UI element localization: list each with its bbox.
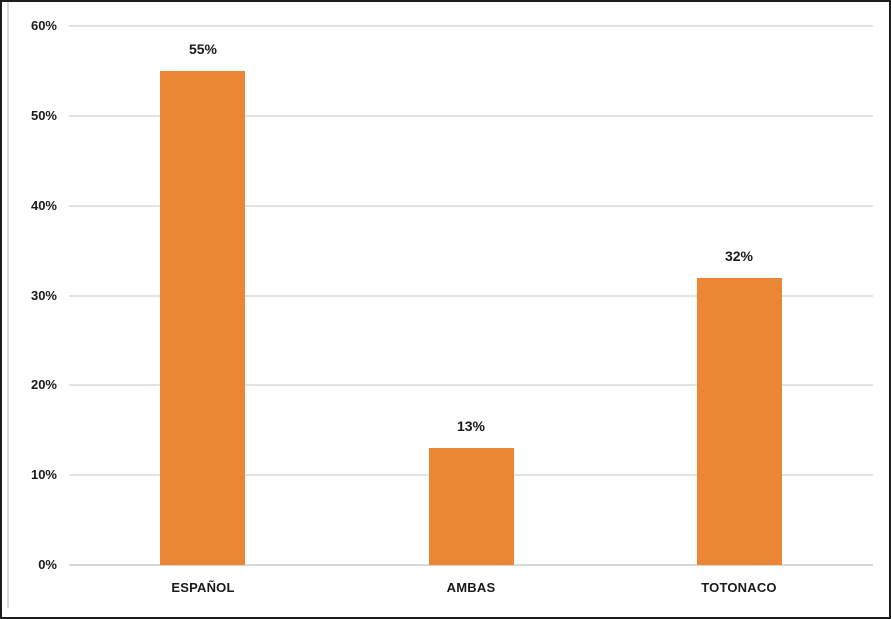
y-axis-tick-labels: 0% 10% 20% 30% 40% 50% 60% bbox=[2, 19, 57, 571]
y-tick-label: 30% bbox=[30, 287, 57, 303]
y-tick-label: 10% bbox=[30, 467, 57, 483]
plot-area: 55% 13% 32% bbox=[69, 25, 873, 566]
y-tick-label: 60% bbox=[30, 18, 57, 33]
category-label: ESPAÑOL bbox=[171, 580, 235, 595]
category-label: TOTONACO bbox=[701, 580, 777, 595]
y-tick-label: 40% bbox=[30, 197, 57, 213]
y-tick-label: 20% bbox=[30, 377, 57, 393]
gridline bbox=[69, 294, 873, 297]
gridline bbox=[69, 25, 873, 27]
data-label: 13% bbox=[456, 418, 486, 435]
data-label: 55% bbox=[188, 40, 217, 57]
data-label: 32% bbox=[724, 247, 754, 264]
category-label: AMBAS bbox=[446, 580, 496, 595]
y-tick-label: 0% bbox=[38, 557, 57, 572]
gridline bbox=[69, 384, 873, 387]
inner-left-border bbox=[7, 2, 9, 608]
bar-totonaco bbox=[696, 277, 782, 565]
gridline bbox=[69, 204, 873, 207]
x-axis-line bbox=[69, 564, 873, 566]
x-axis-category-labels: ESPAÑOL AMBAS TOTONACO bbox=[69, 580, 873, 604]
y-tick-label: 50% bbox=[30, 107, 57, 123]
gridline bbox=[69, 114, 873, 117]
bar-ambas bbox=[428, 448, 514, 565]
bar-español bbox=[160, 70, 246, 565]
